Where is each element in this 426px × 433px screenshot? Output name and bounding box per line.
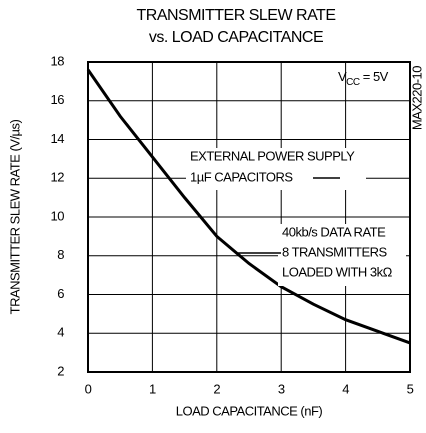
annotation: VCC = 5V [338, 69, 389, 87]
annotation-part: CC [346, 77, 360, 88]
y-tick-label: 8 [57, 247, 64, 262]
annotation: 40kb/s DATA RATE [282, 224, 386, 239]
x-tick-label: 0 [85, 381, 92, 396]
y-tick-label: 10 [51, 208, 65, 223]
x-tick-label: 4 [342, 381, 349, 396]
x-tick-label: 1 [149, 381, 156, 396]
annotation-part: V [338, 69, 347, 84]
y-tick-label: 18 [51, 53, 65, 68]
annotation-part: = 5V [360, 69, 389, 84]
label-bg [278, 224, 406, 286]
x-tick-label: 3 [278, 381, 285, 396]
y-tick-label: 12 [51, 170, 65, 185]
x-tick-label: 2 [213, 381, 220, 396]
label-bg [186, 148, 366, 190]
part-number: MAX220-10 [409, 66, 424, 130]
y-tick-label: 16 [51, 92, 65, 107]
y-tick-label: 6 [57, 286, 64, 301]
x-tick-label: 5 [407, 381, 414, 396]
y-tick-label: 4 [57, 325, 64, 340]
y-axis-label: TRANSMITTER SLEW RATE (V/µs) [7, 119, 22, 314]
annotation: 1µF CAPACITORS [190, 169, 293, 184]
y-tick-label: 14 [51, 131, 65, 146]
annotation: LOADED WITH 3kΩ [282, 264, 393, 279]
annotation: 8 TRANSMITTERS [282, 244, 388, 259]
chart-title: vs. LOAD CAPACITANCE [149, 29, 323, 46]
chart-title: TRANSMITTER SLEW RATE [137, 7, 336, 24]
annotation: EXTERNAL POWER SUPPLY [190, 148, 355, 163]
data-line [86, 68, 411, 345]
x-axis-label: LOAD CAPACITANCE (nF) [176, 403, 323, 418]
y-tick-label: 2 [57, 363, 64, 378]
